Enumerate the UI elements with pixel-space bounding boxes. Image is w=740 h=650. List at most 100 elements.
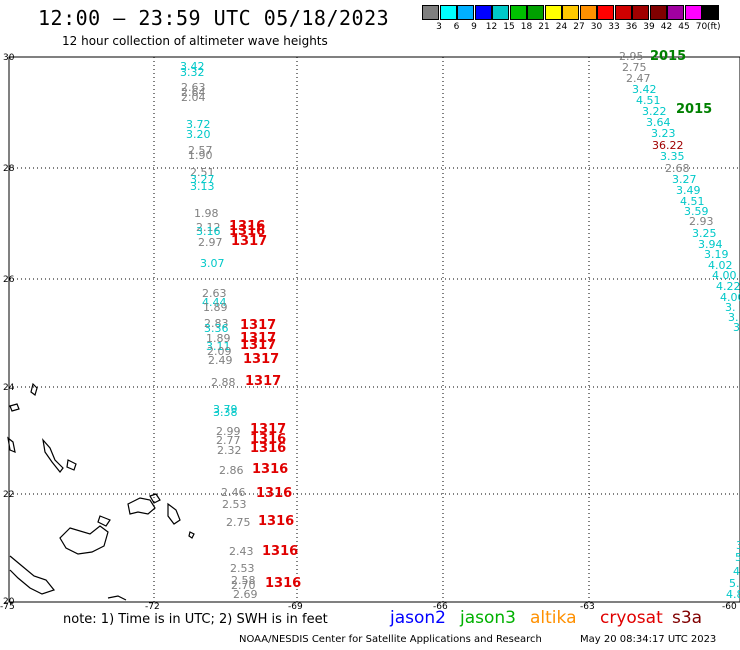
wave-height-reading: 3.11 (206, 340, 231, 353)
wave-height-reading: 4.00 (712, 269, 737, 282)
cuba-west (9, 555, 56, 595)
colorbar-swatch (667, 5, 684, 20)
wave-height-reading: 3.13 (190, 180, 215, 193)
footer-note: note: 1) Time is in UTC; 2) SWH is in fe… (63, 612, 328, 627)
colorbar-swatch (457, 5, 474, 20)
wave-height-reading: 3.07 (200, 257, 225, 270)
wave-height-reading: 4.02 (708, 259, 733, 272)
colorbar-swatch (422, 5, 439, 20)
satellite-legend-cryosat: cryosat (600, 608, 663, 628)
wave-height-reading: 3.94 (698, 238, 723, 251)
wave-height-reading: 3.23 (651, 127, 676, 140)
cuba-east (59, 525, 109, 555)
colorbar-swatch (527, 5, 544, 20)
wave-height-reading: 2.93 (689, 215, 714, 228)
wave-height-reading: 4.51 (636, 94, 661, 107)
colorbar-label: 24 (555, 22, 568, 32)
colorbar-swatch (702, 5, 719, 20)
satellite-pass-label: 2015 (676, 102, 713, 117)
wave-height-reading: 3.27 (672, 173, 697, 186)
colorbar-swatch (509, 5, 527, 20)
turks-caicos-islands (167, 502, 181, 525)
eleuthera-island (7, 436, 16, 453)
colorbar-label: 33 (608, 22, 620, 32)
wave-height-reading: 2.32 (217, 444, 242, 457)
wave-height-reading: 3. (725, 301, 736, 314)
wave-height-reading: 3. (728, 311, 739, 324)
wave-height-reading: 2.04 (181, 91, 206, 104)
wave-height-reading: 2.68 (665, 162, 690, 175)
wave-height-reading: 2.46 (221, 486, 246, 499)
colorbar-swatch (562, 5, 579, 20)
wave-height-reading: 2.53 (230, 562, 255, 575)
colorbar-swatch (614, 5, 632, 20)
wave-height-reading: 3.27 (190, 173, 215, 186)
colorbar-label: 21 (538, 22, 550, 32)
satellite-pass-label: 1316 (250, 432, 287, 447)
wave-height-reading: 3.32 (180, 66, 205, 79)
colorbar-label: 36 (625, 22, 638, 32)
cat-island (66, 459, 77, 471)
satellite-pass-label: 1316 (250, 441, 287, 456)
wave-height-reading: 4.22 (716, 280, 740, 293)
lat-tick-label: 20 (3, 597, 15, 607)
wave-height-reading: 3.79 (213, 403, 238, 416)
footer-timestamp: May 20 08:34:17 UTC 2023 (580, 634, 717, 645)
wave-height-reading: 2.09 (207, 345, 232, 358)
wave-height-reading: 5 (735, 551, 740, 564)
colorbar-label: 18 (520, 22, 533, 32)
wave-height-reading: 2.47 (626, 72, 651, 85)
wave-height-reading: 2.88 (211, 376, 236, 389)
lon-tick-label: -75 (0, 602, 15, 612)
colorbar-label: 45 (678, 22, 690, 32)
colorbar-swatch (597, 5, 614, 20)
wave-height-reading: 4.44 (202, 296, 227, 309)
wave-height-reading: 2.57 (188, 144, 213, 157)
colorbar-label: 30 (590, 22, 603, 32)
satellite-legend-jason2: jason2 (390, 608, 446, 628)
colorbar-unit: (ft) (707, 22, 721, 32)
colorbar-swatch (544, 5, 562, 20)
colorbar-swatch (492, 5, 509, 20)
wave-height-reading: 2.77 (216, 434, 241, 447)
colorbar-swatch (684, 5, 702, 20)
map-frame (8, 56, 740, 603)
colorbar-label: 6 (453, 22, 460, 32)
colorbar-swatch (439, 5, 457, 20)
lon-tick-label: -69 (288, 602, 303, 612)
colorbar-label: 39 (643, 22, 655, 32)
map-title: 12:00 — 23:59 UTC 05/18/2023 (38, 6, 390, 30)
wave-height-reading: 3.38 (213, 406, 238, 419)
lat-tick-label: 30 (3, 53, 15, 63)
lat-tick-label: 28 (3, 164, 15, 174)
colorbar-swatch (579, 5, 597, 20)
wave-height-reading: 1.89 (203, 301, 228, 314)
lon-tick-label: -66 (433, 602, 448, 612)
hispaniola-tip (107, 595, 127, 601)
wave-height-reading: 5. (729, 577, 740, 590)
colorbar-label: 27 (573, 22, 585, 32)
satellite-pass-label: 1316 (252, 462, 289, 477)
wave-height-reading: 2.64 (181, 86, 206, 99)
satellite-pass-label: 1316 (265, 576, 302, 591)
lon-tick-label: -63 (580, 602, 595, 612)
wave-height-reading: 3.72 (186, 118, 211, 131)
satellite-pass-label: 1316 (262, 544, 299, 559)
satellite-pass-label: 1317 (250, 422, 287, 437)
wave-height-reading: 2.49 (208, 354, 233, 367)
footer-credit: NOAA/NESDIS Center for Satellite Applica… (239, 634, 542, 645)
lat-tick-label: 22 (3, 490, 15, 500)
satellite-pass-label: 2015 (650, 49, 687, 64)
wave-height-reading: 1.89 (206, 332, 231, 345)
wave-height-reading: 4.00 (720, 291, 740, 304)
wave-height-reading: 3.49 (676, 184, 701, 197)
wave-height-reading: 3.35 (660, 150, 685, 163)
wave-height-reading: 3.19 (704, 248, 729, 261)
andros-island (9, 403, 20, 412)
satellite-pass-label: 1316 (256, 486, 293, 501)
wave-height-reading: 2.70 (231, 579, 256, 592)
colorbar-label: 15 (503, 22, 515, 32)
exuma-island (42, 438, 64, 473)
wave-height-reading: 2.53 (222, 498, 247, 511)
